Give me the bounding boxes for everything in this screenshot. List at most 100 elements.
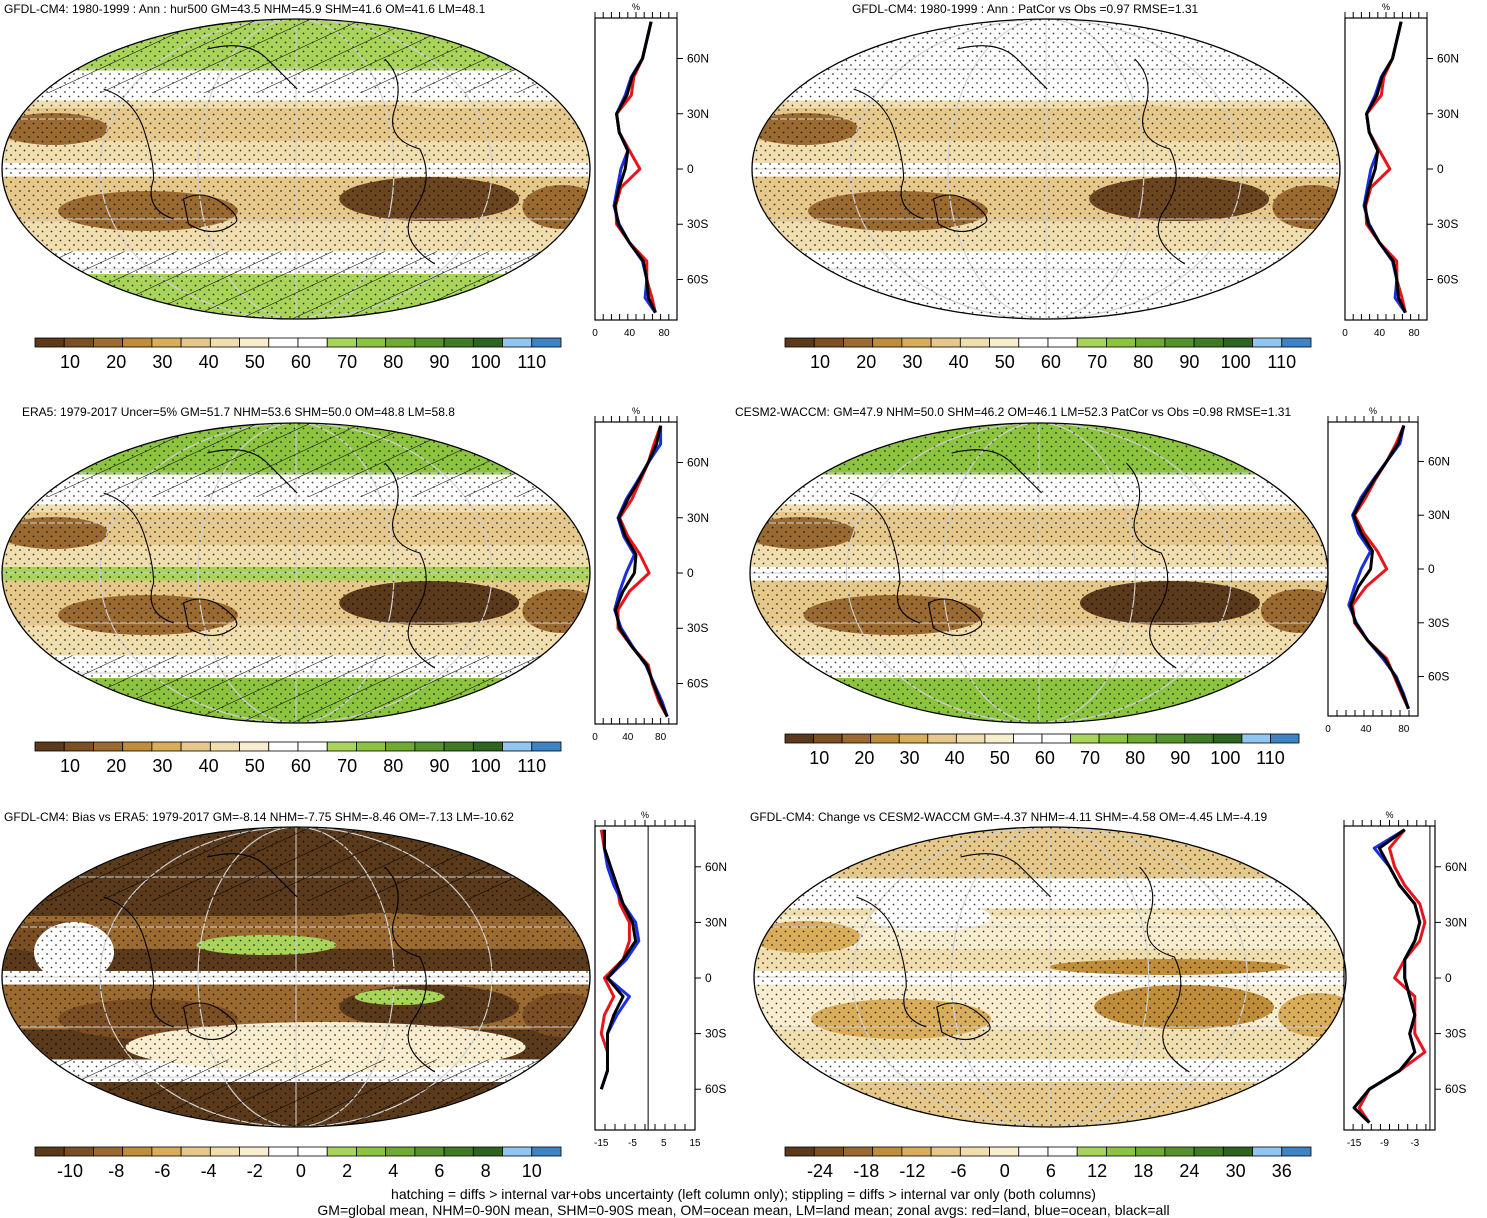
colorbar-swatch bbox=[1098, 733, 1129, 744]
colorbar-swatch bbox=[239, 1146, 270, 1157]
zonal-ytick-label: 30S bbox=[687, 621, 708, 635]
colorbar-5: -10 -8 -6 -4 -2 0 2 4 6 8 10 bbox=[34, 1146, 562, 1181]
colorbar-label: 40 bbox=[945, 748, 965, 768]
colorbar-label: 4 bbox=[388, 1161, 398, 1181]
panel-title-3: ERA5: 1979-2017 Uncer=5% GM=51.7 NHM=53.… bbox=[22, 405, 455, 419]
colorbar-swatch bbox=[1135, 1146, 1166, 1157]
colorbar-swatch bbox=[268, 741, 299, 752]
colorbar-swatch bbox=[209, 337, 240, 348]
colorbar-swatch bbox=[959, 337, 990, 348]
zonal-ytick-label: 30N bbox=[687, 511, 709, 525]
colorbar-swatch bbox=[959, 1146, 990, 1157]
zonal-xtick-label: 80 bbox=[655, 732, 667, 743]
colorbar-swatch bbox=[326, 1146, 357, 1157]
map-panel-4 bbox=[749, 422, 1329, 724]
colorbar-swatch bbox=[1047, 337, 1078, 348]
colorbar-swatch bbox=[63, 741, 94, 752]
zonal-series-all bbox=[1349, 425, 1410, 710]
zonal-series-all bbox=[599, 829, 638, 1090]
colorbar-swatch bbox=[326, 741, 357, 752]
colorbar-label: 100 bbox=[1210, 748, 1240, 768]
colorbar-swatch bbox=[1041, 733, 1071, 744]
zonal-ytick-label: 30N bbox=[1428, 508, 1450, 522]
colorbar-swatch bbox=[385, 337, 416, 348]
colorbar-swatch bbox=[927, 733, 957, 744]
zonal-ytick-label: 0 bbox=[1437, 162, 1444, 176]
colorbar-swatch bbox=[1281, 337, 1312, 348]
colorbar-swatch bbox=[1047, 1146, 1078, 1157]
footer-line-2: GM=global mean, NHM=0-90N mean, SHM=0-90… bbox=[317, 1202, 1170, 1218]
colorbar-label: 90 bbox=[429, 756, 449, 776]
zonal-frame bbox=[594, 421, 678, 725]
zonal-plot-3: % 60N 30N 0 30S 60S 0 40 80 bbox=[592, 406, 709, 743]
colorbar-swatch bbox=[472, 1146, 503, 1157]
colorbar-swatch bbox=[180, 337, 211, 348]
colorbar-label: 60 bbox=[291, 352, 311, 372]
colorbar-swatch bbox=[784, 337, 815, 348]
colorbar-swatch bbox=[93, 337, 124, 348]
colorbar-label: 50 bbox=[995, 352, 1015, 372]
colorbar-swatch bbox=[1281, 1146, 1312, 1157]
colorbar-label: -6 bbox=[951, 1161, 967, 1181]
colorbar-label: 40 bbox=[949, 352, 969, 372]
zonal-xtick-label: -5 bbox=[628, 1138, 637, 1149]
zonal-unit-label: % bbox=[641, 810, 649, 820]
colorbar-swatch bbox=[843, 337, 874, 348]
zonal-xtick-label: -15 bbox=[594, 1138, 609, 1149]
zonal-frame bbox=[1327, 421, 1419, 717]
zonal-plot-2: % 60N 30N 0 30S 60S 0 40 80 bbox=[1342, 2, 1459, 339]
colorbar-swatch bbox=[151, 741, 182, 752]
colorbar-label: -2 bbox=[247, 1161, 263, 1181]
colorbar-swatch bbox=[1135, 337, 1166, 348]
colorbar-swatch bbox=[268, 1146, 299, 1157]
colorbar-swatch bbox=[326, 337, 357, 348]
colorbar-label: 20 bbox=[106, 352, 126, 372]
colorbar-label: 12 bbox=[1087, 1161, 1107, 1181]
colorbar-label: -18 bbox=[853, 1161, 879, 1181]
colorbar-swatch bbox=[1193, 337, 1224, 348]
colorbar-label: -12 bbox=[899, 1161, 925, 1181]
colorbar-label: 6 bbox=[1046, 1161, 1056, 1181]
zonal-frame bbox=[1343, 825, 1436, 1131]
colorbar-swatch bbox=[239, 337, 270, 348]
colorbar-swatch bbox=[268, 337, 299, 348]
colorbar-swatch bbox=[502, 741, 533, 752]
zonal-ytick-label: 30S bbox=[1437, 217, 1458, 231]
colorbar-label: 40 bbox=[199, 352, 219, 372]
colorbar-label: 8 bbox=[481, 1161, 491, 1181]
zonal-xtick-label: -3 bbox=[1410, 1138, 1419, 1149]
colorbar-swatch bbox=[1252, 1146, 1283, 1157]
colorbar-swatch bbox=[784, 733, 814, 744]
colorbar-swatch bbox=[34, 337, 65, 348]
zonal-series-all bbox=[613, 21, 657, 314]
colorbar-swatch bbox=[209, 1146, 240, 1157]
colorbar-swatch bbox=[93, 741, 124, 752]
colorbar-swatch bbox=[122, 1146, 153, 1157]
colorbar-label: 10 bbox=[809, 748, 829, 768]
colorbar-swatch bbox=[1076, 337, 1107, 348]
zonal-ytick-label: 30N bbox=[1445, 915, 1467, 929]
colorbar-swatch bbox=[1164, 1146, 1195, 1157]
colorbar-swatch bbox=[813, 1146, 844, 1157]
colorbar-swatch bbox=[180, 741, 211, 752]
footer-line-1: hatching = diffs > internal var+obs unce… bbox=[391, 1186, 1096, 1202]
colorbar-label: 10 bbox=[60, 756, 80, 776]
colorbar-label: 10 bbox=[522, 1161, 542, 1181]
colorbar-label: 36 bbox=[1272, 1161, 1292, 1181]
colorbar-swatch bbox=[122, 741, 153, 752]
map-panel-3 bbox=[1, 422, 591, 724]
zonal-ytick-label: 30S bbox=[1445, 1027, 1466, 1041]
zonal-ytick-label: 60S bbox=[1445, 1082, 1466, 1096]
colorbar-swatch bbox=[239, 741, 270, 752]
zonal-ytick-label: 60S bbox=[687, 676, 708, 690]
zonal-ytick-label: 30S bbox=[705, 1027, 726, 1041]
colorbar-label: 2 bbox=[342, 1161, 352, 1181]
colorbar-label: 110 bbox=[517, 352, 546, 372]
colorbar-label: 30 bbox=[899, 748, 919, 768]
zonal-ytick-label: 30S bbox=[687, 217, 708, 231]
zonal-plot-6: % 60N 30N 0 30S 60S -15 -9 -3 bbox=[1343, 810, 1467, 1149]
zonal-xtick-label: 0 bbox=[592, 328, 598, 339]
zonal-ytick-label: 60S bbox=[1428, 670, 1449, 684]
colorbar-label: 60 bbox=[1041, 352, 1061, 372]
colorbar-label: -10 bbox=[57, 1161, 83, 1181]
